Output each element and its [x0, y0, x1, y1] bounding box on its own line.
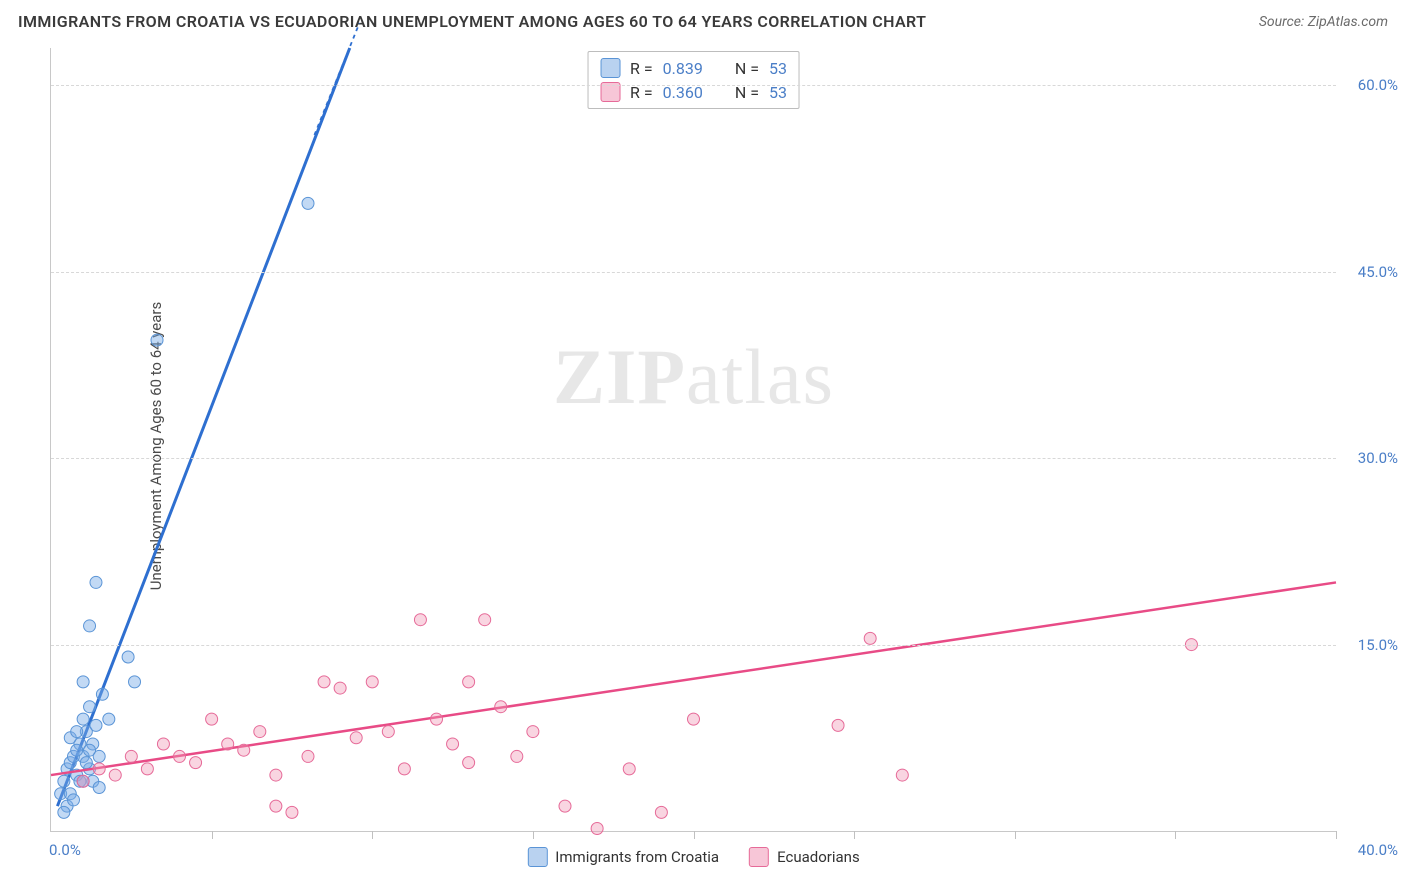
data-point: [96, 688, 108, 700]
data-point: [270, 800, 282, 812]
data-point: [398, 763, 410, 775]
data-point: [591, 823, 603, 835]
legend-n-label-0: N =: [735, 59, 759, 78]
y-tick-label: 15.0%: [1358, 636, 1398, 654]
data-point: [382, 726, 394, 738]
data-point: [832, 719, 844, 731]
gridline-h: [51, 272, 1336, 273]
data-point: [463, 676, 475, 688]
gridline-h: [51, 645, 1336, 646]
series-legend-label-1: Ecuadorians: [777, 848, 860, 866]
data-point: [77, 676, 89, 688]
data-point: [286, 806, 298, 818]
data-point: [479, 614, 491, 626]
series-legend-label-0: Immigrants from Croatia: [555, 848, 719, 866]
x-tick: [1336, 831, 1337, 839]
series-legend-swatch-1: [749, 847, 769, 867]
data-point: [84, 701, 96, 713]
y-tick-label: 30.0%: [1358, 449, 1398, 467]
data-point: [151, 334, 163, 346]
source-attribution: Source: ZipAtlas.com: [1259, 14, 1388, 30]
legend-n-value-0: 53: [769, 59, 787, 78]
data-point: [447, 738, 459, 750]
data-point: [93, 782, 105, 794]
x-tick: [854, 831, 855, 839]
data-point: [302, 197, 314, 209]
data-point: [90, 576, 102, 588]
data-point: [122, 651, 134, 663]
data-point: [350, 732, 362, 744]
gridline-h: [51, 85, 1336, 86]
data-point: [58, 806, 70, 818]
data-point: [302, 750, 314, 762]
data-point: [318, 676, 330, 688]
chart-svg: [51, 48, 1336, 831]
x-tick: [212, 831, 213, 839]
data-point: [896, 769, 908, 781]
x-tick: [1015, 831, 1016, 839]
legend-r-value-0: 0.839: [663, 59, 703, 78]
data-point: [77, 713, 89, 725]
data-point: [125, 750, 137, 762]
x-tick: [533, 831, 534, 839]
y-tick-label: 45.0%: [1358, 263, 1398, 281]
data-point: [71, 726, 83, 738]
legend-row-series-0: R = 0.839 N = 53: [596, 56, 791, 80]
legend-row-series-1: R = 0.360 N = 53: [596, 80, 791, 104]
data-point: [559, 800, 571, 812]
series-legend: Immigrants from Croatia Ecuadorians: [527, 847, 859, 867]
data-point: [67, 794, 79, 806]
data-point: [431, 713, 443, 725]
x-axis-tick-max: 40.0%: [1358, 841, 1398, 859]
correlation-legend: R = 0.839 N = 53 R = 0.360 N = 53: [587, 51, 800, 109]
plot-area: ZIPatlas R = 0.839 N = 53 R = 0.360 N = …: [50, 48, 1336, 832]
data-point: [334, 682, 346, 694]
data-point: [254, 726, 266, 738]
data-point: [414, 614, 426, 626]
x-tick: [372, 831, 373, 839]
data-point: [141, 763, 153, 775]
data-point: [864, 632, 876, 644]
data-point: [623, 763, 635, 775]
data-point: [688, 713, 700, 725]
data-point: [463, 757, 475, 769]
data-point: [93, 763, 105, 775]
gridline-h: [51, 458, 1336, 459]
data-point: [495, 701, 507, 713]
data-point: [238, 744, 250, 756]
x-tick: [694, 831, 695, 839]
data-point: [58, 775, 70, 787]
y-tick-label: 60.0%: [1358, 76, 1398, 94]
data-point: [222, 738, 234, 750]
data-point: [206, 713, 218, 725]
data-point: [190, 757, 202, 769]
data-point: [366, 676, 378, 688]
data-point: [71, 744, 83, 756]
data-point: [109, 769, 121, 781]
data-point: [77, 775, 89, 787]
data-point: [655, 806, 667, 818]
data-point: [80, 757, 92, 769]
series-legend-item-0: Immigrants from Croatia: [527, 847, 719, 867]
data-point: [527, 726, 539, 738]
data-point: [270, 769, 282, 781]
x-tick: [1175, 831, 1176, 839]
data-point: [84, 744, 96, 756]
x-axis-tick-0: 0.0%: [49, 841, 81, 859]
series-legend-item-1: Ecuadorians: [749, 847, 860, 867]
data-point: [90, 719, 102, 731]
data-point: [511, 750, 523, 762]
legend-r-label-0: R =: [630, 59, 653, 78]
data-point: [157, 738, 169, 750]
legend-swatch-0: [600, 58, 620, 78]
data-point: [84, 620, 96, 632]
data-point: [129, 676, 141, 688]
data-point: [103, 713, 115, 725]
chart-title: IMMIGRANTS FROM CROATIA VS ECUADORIAN UN…: [18, 12, 926, 31]
series-legend-swatch-0: [527, 847, 547, 867]
data-point: [174, 750, 186, 762]
